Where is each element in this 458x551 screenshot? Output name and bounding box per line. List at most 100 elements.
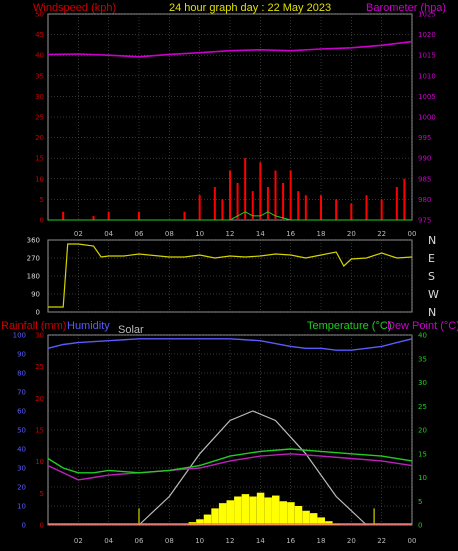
humidity-tick-label: 100: [13, 332, 26, 340]
time-tick-label: 12: [226, 537, 235, 545]
time-tick-label: 20: [347, 230, 356, 238]
solar-theoretical-curve: [138, 410, 367, 526]
direction-degree-label: 270: [27, 255, 40, 263]
rainfall-tick-label: 20: [35, 395, 44, 403]
windspeed-tick-label: 0: [40, 217, 44, 225]
temperature-tick-label: 5: [418, 498, 422, 506]
barometer-tick-label: 1005: [418, 93, 436, 101]
time-tick-label: 14: [256, 230, 265, 238]
wind-pressure-time-labels: 02 04 06 08 10 12 14 16 18 20 22 00: [74, 230, 417, 238]
rainfall-tick-label: 25: [35, 363, 44, 371]
time-tick-label: 04: [104, 537, 113, 545]
compass-point-label: N: [428, 234, 436, 247]
barometer-tick-label: 1020: [418, 31, 436, 39]
solar-bar: [264, 497, 272, 525]
compass-point-label: W: [428, 288, 439, 301]
wind-pressure-grid: [48, 13, 413, 221]
temperature-tick-label: 25: [418, 403, 427, 411]
temperature-tick-label: 20: [418, 427, 427, 435]
wind-gust-bar: [107, 211, 110, 220]
barometer-tick-label: 1025: [418, 11, 436, 19]
wind-gust-bar: [282, 182, 285, 220]
humidity-tick-label: 60: [17, 408, 26, 416]
wind-gust-bar: [403, 178, 406, 220]
wind-direction-grid: [48, 239, 413, 313]
temperature-tick-label: 0: [418, 522, 422, 530]
barometer-tick-label: 980: [418, 196, 431, 204]
rainfall-tick-label: 0: [40, 522, 44, 530]
compass-point-label: E: [428, 252, 435, 265]
windspeed-tick-label: 30: [35, 93, 44, 101]
windspeed-tick-label: 45: [35, 31, 44, 39]
windspeed-tick-label: 15: [35, 155, 44, 163]
windspeed-tick-label: 10: [35, 175, 44, 183]
compass-point-label: S: [428, 270, 435, 283]
windspeed-tick-label: 20: [35, 134, 44, 142]
direction-degree-label: 0: [36, 309, 40, 317]
solar-bar: [309, 513, 318, 525]
humidity-tick-label: 50: [17, 427, 26, 435]
wind-pressure-series: [47, 40, 413, 221]
barometer-axis-title: Barometer (hpa): [366, 2, 446, 14]
time-tick-label: 10: [195, 537, 204, 545]
time-tick-label: 22: [377, 230, 386, 238]
wind-gust-bar: [62, 211, 65, 220]
wind-gust-bar: [183, 211, 186, 220]
wind-gust-bar: [236, 182, 239, 220]
temp-humidity-series: [47, 338, 413, 526]
solar-bar: [302, 510, 310, 525]
barometer-axis-labels: 975 980 985 990 995 1000 1005 1010 1015 1020 1025: [418, 11, 436, 225]
temperature-tick-label: 30: [418, 379, 427, 387]
wind-direction-degree-labels: 0 90 180 270 360: [27, 237, 40, 317]
dewpoint-axis-title: Dew Point (°C): [387, 320, 458, 332]
solar-bar: [317, 517, 325, 525]
temp-humidity-time-labels: 02 04 06 08 10 12 14 16 18 20 22 00: [74, 537, 417, 545]
direction-degree-label: 360: [27, 237, 40, 245]
solar-bar: [196, 519, 204, 525]
time-tick-label: 00: [408, 230, 417, 238]
time-tick-label: 02: [74, 537, 83, 545]
barometer-tick-label: 975: [418, 217, 431, 225]
temperature-line: [47, 448, 413, 474]
time-tick-label: 02: [74, 230, 83, 238]
wind-gust-bar: [395, 187, 398, 220]
solar-bar: [203, 514, 212, 525]
wind-gust-bar: [380, 199, 383, 220]
solar-bar: [256, 492, 265, 525]
humidity-axis-title: Humidity: [67, 320, 110, 332]
barometer-tick-label: 1015: [418, 52, 436, 60]
time-tick-label: 08: [165, 230, 174, 238]
wind-gust-bar: [304, 195, 307, 220]
rainfall-axis-labels: 0 5 10 15 20 25 30: [35, 332, 44, 530]
wind-gust-bar: [350, 203, 353, 220]
wind-gust-bar: [320, 195, 322, 220]
humidity-line: [47, 338, 413, 351]
solar-title: Solar: [118, 324, 144, 336]
solar-bar: [279, 501, 288, 525]
wind-gust-bar: [266, 187, 269, 220]
temperature-axis-title: Temperature (°C): [307, 320, 391, 332]
wind-gust-bar: [297, 191, 300, 220]
humidity-tick-label: 80: [17, 370, 26, 378]
barometer-tick-label: 1000: [418, 114, 436, 122]
compass-point-label: N: [428, 306, 436, 319]
solar-bar: [325, 521, 333, 525]
rainfall-tick-label: 10: [35, 458, 44, 466]
windspeed-tick-label: 40: [35, 52, 44, 60]
wind-gust-bar: [259, 162, 262, 220]
time-tick-label: 22: [377, 537, 386, 545]
humidity-tick-label: 30: [17, 465, 26, 473]
barometer-tick-label: 995: [418, 134, 431, 142]
solar-bar: [211, 508, 219, 525]
windspeed-tick-label: 35: [35, 72, 44, 80]
wind-direction-line: [48, 243, 413, 308]
wind-gust-bar: [198, 195, 201, 220]
wind-gust-bar: [289, 170, 292, 220]
time-tick-label: 20: [347, 537, 356, 545]
wind-gust-bar: [251, 191, 254, 220]
wind-gust-bar: [365, 195, 368, 220]
solar-bar: [218, 503, 227, 525]
humidity-axis-labels: 0 10 20 30 40 50 60 70 80 90 100: [13, 332, 26, 530]
